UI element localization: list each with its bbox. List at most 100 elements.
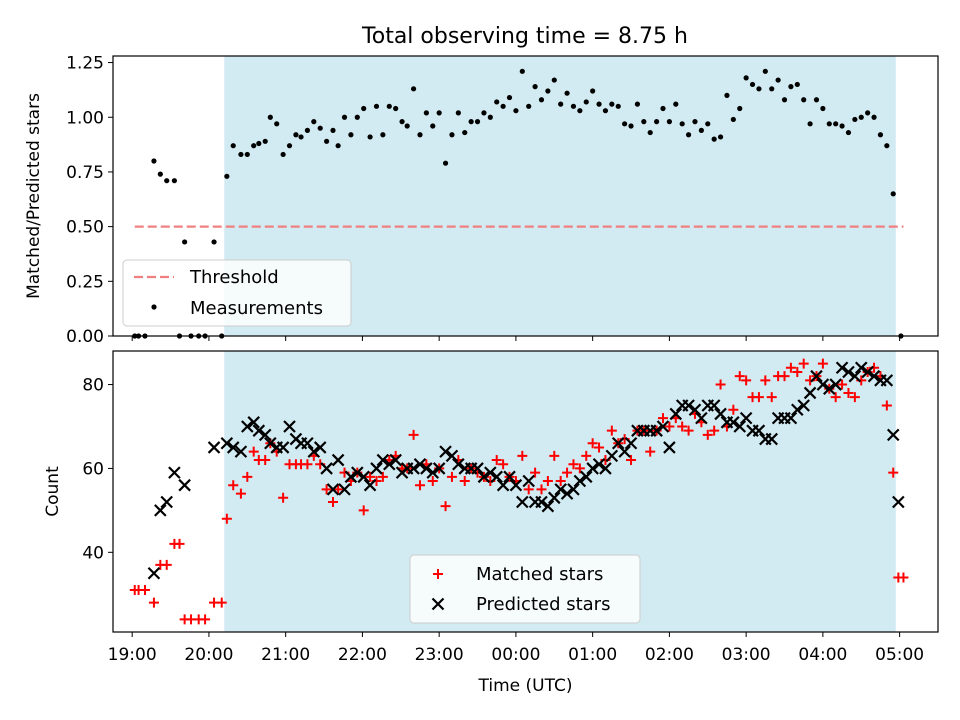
measurement-point [558, 101, 564, 107]
chart-title: Total observing time = 8.75 h [361, 24, 688, 49]
matched-star-marker [328, 496, 338, 507]
predicted-star-marker [376, 453, 390, 467]
measurement-point [474, 119, 481, 125]
matched-star-marker [278, 492, 289, 503]
predicted-star-marker [207, 441, 221, 454]
measurement-point [545, 88, 551, 94]
predicted-star-marker [307, 445, 321, 458]
matched-star-marker [779, 371, 790, 382]
matched-star-marker [530, 467, 541, 478]
matched-star-marker [446, 471, 457, 482]
predicted-star-marker [586, 462, 599, 475]
measurement-point [711, 136, 717, 142]
bottom-axes-frame [112, 350, 939, 633]
predicted-star-marker [573, 474, 587, 488]
predicted-star-marker [848, 369, 862, 383]
x-tick-label: 23:00 [415, 645, 464, 665]
predicted-star-marker [258, 428, 272, 442]
measurement-point [280, 151, 286, 158]
predicted-star-marker [301, 436, 314, 450]
matched-star-marker [645, 446, 656, 457]
x-tick-label: 20:00 [184, 645, 233, 665]
measurement-point [730, 116, 736, 123]
y-axis-label: Matched/Predicted stars [24, 93, 44, 299]
matched-star-marker [606, 425, 617, 436]
measurement-point [513, 108, 519, 114]
predicted-star-marker [823, 382, 836, 396]
measurement-point [361, 105, 367, 112]
matched-star-marker [728, 404, 739, 415]
predicted-star-marker [579, 470, 593, 484]
matched-star-marker [536, 484, 547, 495]
measurement-point [807, 121, 813, 127]
measurement-point [743, 75, 749, 81]
x-tick-label: 05:00 [875, 645, 924, 665]
measurement-point [749, 81, 756, 88]
predicted-star-marker [331, 453, 345, 467]
measurement-point [622, 121, 628, 127]
predicted-star-marker [351, 466, 364, 479]
measurement-point [717, 134, 724, 140]
y-tick-label: 0.25 [66, 272, 104, 292]
measurement-point [304, 127, 311, 133]
predicted-star-marker [695, 411, 708, 425]
predicted-star-marker [618, 445, 631, 458]
matched-star-marker [568, 459, 579, 470]
predicted-star-marker [516, 495, 529, 509]
matched-star-marker [817, 358, 828, 369]
measurement-point [481, 110, 487, 116]
predicted-star-marker [791, 403, 804, 416]
measurement-point [417, 132, 423, 138]
predicted-star-marker [727, 416, 740, 429]
measurement-point [151, 158, 157, 164]
matched-star-marker [843, 387, 854, 398]
measurement-point [341, 114, 348, 120]
matched-star-marker [760, 375, 771, 386]
top-legend: Threshold Measurements [122, 259, 352, 327]
measurement-point [393, 105, 399, 112]
matched-star-marker [459, 476, 470, 487]
matched-star-marker [792, 366, 803, 377]
matched-star-marker [333, 484, 344, 495]
measurement-point [157, 171, 163, 177]
predicted-star-marker [389, 453, 402, 467]
matched-star-marker [517, 450, 528, 461]
matched-star-marker [715, 379, 726, 390]
measurement-point [890, 191, 896, 197]
matched-star-marker [898, 572, 909, 583]
measurement-point [865, 110, 871, 116]
matched-star-marker [709, 425, 720, 436]
measurement-point [833, 121, 839, 127]
matched-star-marker [228, 480, 239, 491]
measurement-point [380, 132, 386, 138]
predicted-star-marker [490, 470, 503, 484]
measurement-point [436, 110, 442, 116]
measurement-point [871, 114, 877, 120]
predicted-star-marker [383, 457, 396, 471]
y-tick-label: 60 [82, 459, 104, 479]
x-tick-label: 01:00 [568, 645, 617, 665]
predicted-star-marker [283, 420, 296, 433]
matched-star-marker [491, 455, 502, 466]
predicted-star-marker [886, 428, 900, 442]
predicted-star-marker [714, 407, 727, 421]
y-tick-label: 40 [82, 543, 104, 563]
measurement-point [628, 123, 634, 129]
x-tick-label: 02:00 [645, 645, 694, 665]
predicted-star-marker [226, 441, 240, 454]
measurement-point [577, 108, 583, 114]
matched-star-marker [148, 597, 159, 608]
measurement-point [590, 88, 596, 94]
legend-predicted-swatch [431, 597, 445, 611]
measurement-point [845, 129, 852, 136]
predicted-star-marker [503, 470, 516, 484]
predicted-star-marker [829, 378, 842, 391]
measurement-point [858, 114, 864, 120]
measurement-point [171, 178, 177, 184]
measurement-point [506, 94, 513, 101]
measurement-point [519, 68, 525, 74]
predicted-star-marker [452, 457, 465, 471]
predicted-star-marker [707, 399, 721, 412]
x-tick-label: 21:00 [261, 645, 310, 665]
